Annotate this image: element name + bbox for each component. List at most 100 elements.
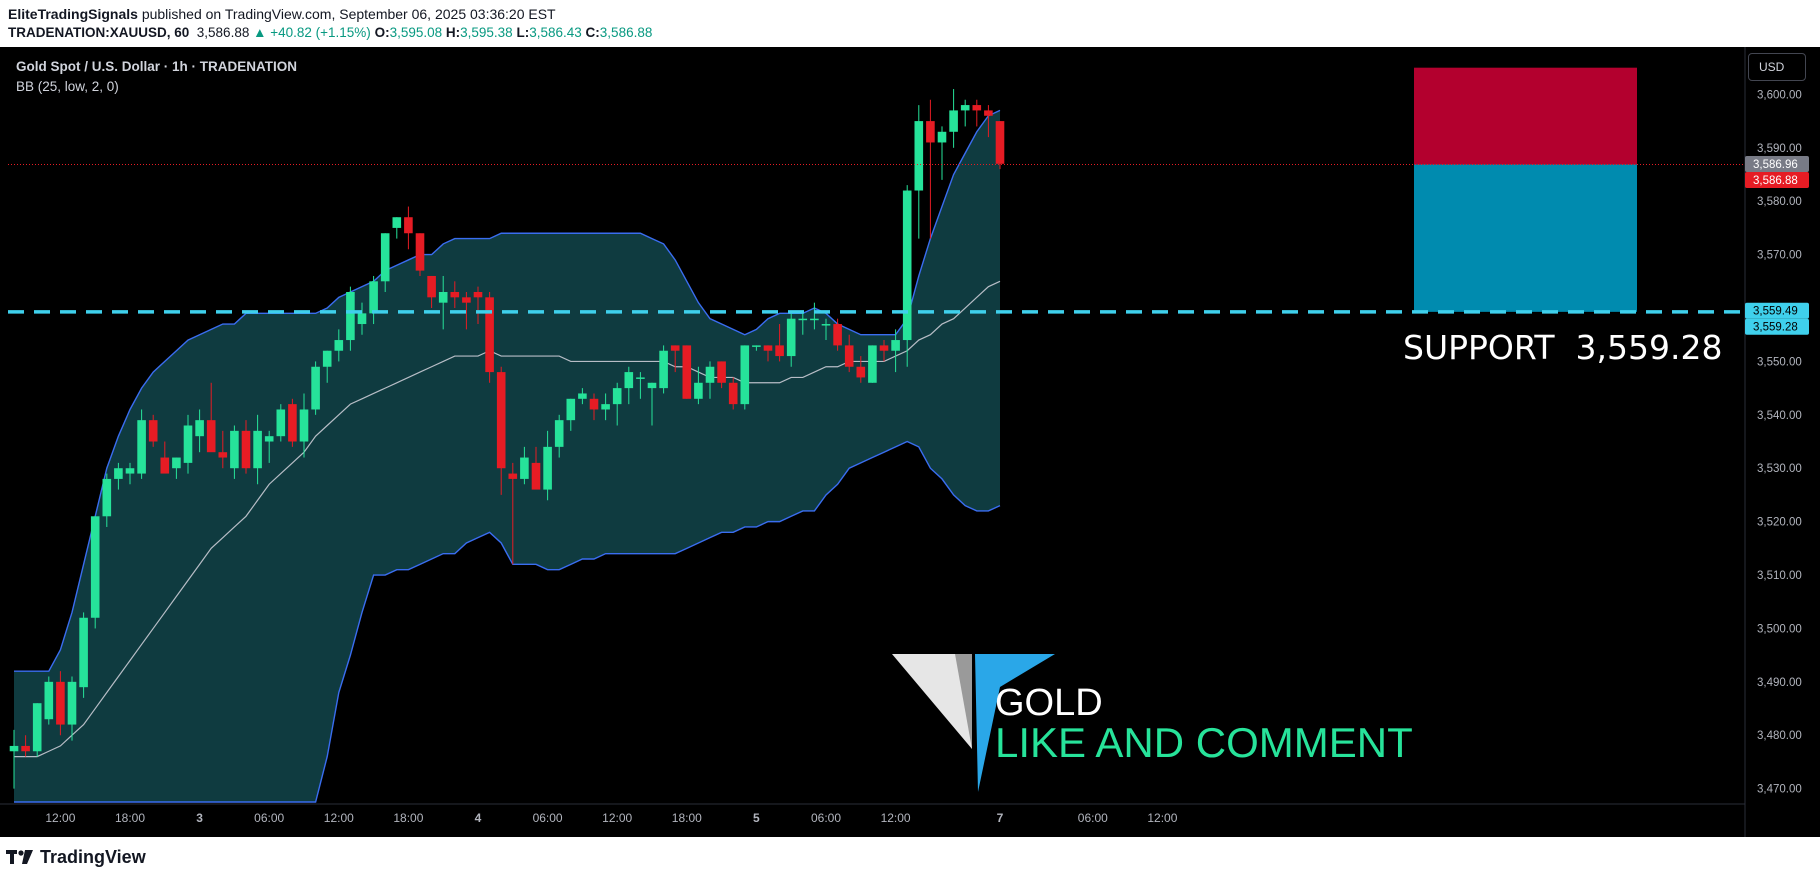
candle [206, 382, 216, 453]
candle [960, 99, 970, 127]
candle [531, 446, 541, 490]
candle-body [218, 452, 228, 458]
x-tick-label: 18:00 [393, 811, 423, 825]
bollinger-band-fill [14, 110, 1000, 802]
indicator-legend[interactable]: BB (25, low, 2, 0) [16, 79, 119, 94]
price-label-box [1745, 318, 1809, 335]
candle-body [578, 393, 587, 399]
candle [752, 345, 761, 351]
candle [694, 366, 703, 405]
candle [404, 206, 413, 250]
candle [670, 345, 680, 373]
candle [32, 703, 42, 757]
tradingview-footer[interactable]: TradingView [6, 844, 146, 870]
candle-body [264, 436, 274, 442]
candle-body [450, 291, 460, 298]
candle [682, 345, 692, 399]
candle-body [531, 462, 541, 490]
candle [659, 345, 668, 394]
symbol-line: TRADENATION:XAUUSD, 60 [8, 25, 190, 40]
y-tick-label: 3,510.00 [1757, 570, 1802, 582]
candle [705, 361, 715, 399]
candle [914, 105, 924, 239]
candle [647, 382, 657, 426]
candle [172, 457, 181, 479]
candle-body [415, 233, 425, 271]
candle [740, 345, 750, 410]
x-tick-label: 06:00 [533, 811, 563, 825]
candle [195, 409, 204, 453]
candle [601, 393, 610, 421]
price-label-box [1745, 302, 1809, 319]
high-value: 3,595.38 [460, 25, 513, 40]
candle-body [821, 324, 831, 326]
candle [728, 377, 738, 410]
candle-body [949, 110, 958, 132]
publish-info: EliteTradingSignals published on Trading… [8, 6, 556, 22]
candle-body [230, 430, 239, 469]
x-tick-label: 5 [753, 811, 760, 825]
bollinger-basis-line [14, 280, 1001, 758]
price-label-text: 3,559.28 [1753, 322, 1798, 334]
currency-button[interactable]: USD [1748, 53, 1806, 81]
candle-body [728, 382, 738, 405]
x-tick-label: 06:00 [811, 811, 841, 825]
candle-body [276, 409, 286, 437]
chart-canvas[interactable]: 3,600.003,590.003,580.003,570.003,560.00… [0, 47, 1820, 837]
y-tick-label: 3,500.00 [1757, 623, 1802, 635]
price-label-text: 3,559.49 [1753, 306, 1798, 318]
candle-body [566, 398, 576, 421]
logo-white-shade [955, 654, 972, 749]
candle-body [114, 468, 123, 479]
candle [299, 393, 309, 458]
support-annotation: SUPPORT 3,559.28 [1403, 328, 1723, 367]
x-tick-label: 18:00 [672, 811, 702, 825]
candle [218, 430, 228, 469]
candle-body [612, 388, 622, 405]
high-label: H: [445, 25, 461, 40]
candle [798, 313, 808, 335]
candle-body [102, 478, 112, 517]
candle-body [334, 340, 344, 351]
candle [253, 414, 262, 485]
candle [380, 233, 390, 292]
candle [9, 729, 19, 789]
x-tick-label: 3 [196, 811, 203, 825]
candle [984, 105, 993, 138]
author-name[interactable]: EliteTradingSignals [8, 6, 138, 22]
symbol-legend[interactable]: Gold Spot / U.S. Dollar · 1h · TRADENATI… [16, 59, 297, 74]
low-value: 3,586.43 [529, 25, 582, 40]
candle [264, 430, 274, 463]
candle [612, 382, 622, 426]
y-tick-label: 3,580.00 [1757, 196, 1802, 208]
candle-body [868, 345, 877, 383]
x-tick-label: 18:00 [115, 811, 145, 825]
chart-panel[interactable]: 3,600.003,590.003,580.003,570.003,560.00… [0, 47, 1820, 837]
take-profit-zone [1414, 164, 1637, 312]
candle [438, 275, 448, 330]
x-tick-label: 12:00 [602, 811, 632, 825]
price-change: ▲ +40.82 (+1.15%) [253, 25, 371, 40]
candle [496, 366, 506, 495]
candle [288, 398, 297, 447]
candle-body [32, 703, 42, 752]
candle [276, 404, 286, 442]
candle [79, 612, 88, 698]
y-tick-label: 3,570.00 [1757, 250, 1802, 262]
y-tick-label: 3,550.00 [1757, 356, 1802, 368]
candle-body [392, 217, 402, 228]
candle-body [520, 457, 529, 479]
candle-body [647, 382, 657, 389]
candle-body [972, 105, 982, 111]
candle [833, 318, 842, 351]
candle-body [137, 420, 146, 474]
candle-body [891, 340, 900, 351]
price-label-box [1745, 172, 1809, 189]
candle-body [636, 377, 645, 379]
candle [786, 313, 796, 367]
candle [357, 302, 367, 335]
candle-body [183, 425, 193, 463]
candle-body [311, 366, 320, 410]
candle-body [601, 404, 610, 410]
candle [334, 329, 344, 362]
